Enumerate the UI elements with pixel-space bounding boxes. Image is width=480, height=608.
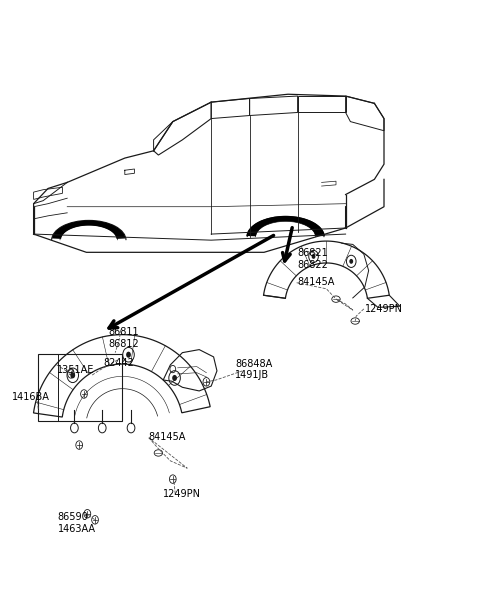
Text: 1249PN: 1249PN [163,489,201,499]
Text: 86821
86822: 86821 86822 [298,248,328,270]
Text: 84145A: 84145A [149,432,186,441]
Circle shape [126,351,131,358]
Circle shape [312,254,315,259]
Text: 1351AE: 1351AE [57,365,94,375]
Text: 86848A
1491JB: 86848A 1491JB [235,359,273,381]
Text: 86590
1463AA: 86590 1463AA [58,512,96,534]
Text: 86811
86812: 86811 86812 [108,327,139,349]
Polygon shape [52,221,126,239]
Text: 84145A: 84145A [298,277,335,286]
Circle shape [71,372,75,378]
Bar [38,354,122,421]
Text: 1249PN: 1249PN [365,304,403,314]
Circle shape [172,375,177,381]
Text: 82442: 82442 [103,358,134,367]
Text: 1416BA: 1416BA [12,392,50,402]
Circle shape [349,259,353,264]
Polygon shape [246,216,325,237]
